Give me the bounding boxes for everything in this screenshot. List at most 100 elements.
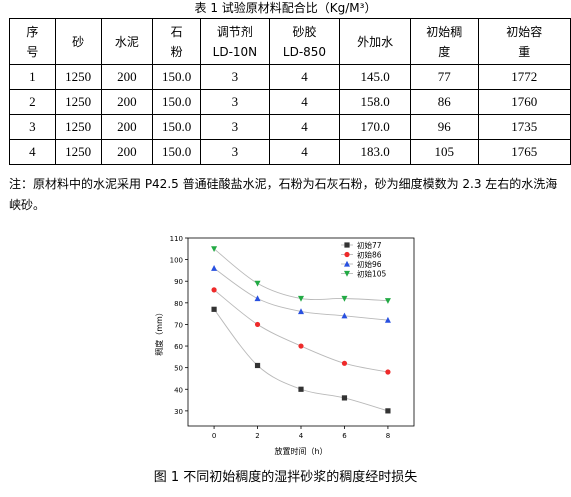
x-tick-label: 6 [342,432,347,440]
header-text: 砂胶 [292,24,317,39]
series-line [213,309,389,412]
figure-caption: 图 1 不同初始稠度的湿拌砂浆的稠度经时损失 [153,470,418,485]
table-cell: 4 [268,114,341,140]
chart-svg: 30 40 50 60 70 80 90 100 110 0 2 4 6 8 放置时间（h） 稠度（mm） 初始… [154,235,415,456]
header-text: 砂 [72,34,85,49]
header-cell: 序号 [9,18,56,65]
table-cell: 1735 [477,114,571,140]
table-cell: 150.0 [152,89,202,115]
table-body: 1 1250 200 150.0 3 4 145.0 77 1772 2 1250 200 150.0 3… [9,64,571,165]
header-cell: 砂胶 LD-850 [268,18,341,65]
table-cell: 4 [9,139,56,165]
data-point [385,408,391,414]
header-text: LD-10N [212,44,258,59]
header-text: 水泥 [114,34,139,49]
table-cell: 1250 [54,89,102,115]
data-point [341,395,348,401]
table-title: 表 1 试验原材料配合比（Kg/M³） [194,1,377,15]
data-point [211,287,217,293]
table-cell: 4 [268,139,341,165]
header-text: 初始稠 [426,24,463,39]
y-tick-label: 80 [174,300,183,308]
table-cell: 150.0 [152,139,202,165]
header-cell: 外加水 [339,18,411,65]
table-header-row: 序号 砂 水泥 石粉 调节剂 LD-10N 砂胶 LD-850 外加水 初始稠度 初… [9,18,571,65]
header-text: 序 [26,24,39,39]
table-cell: 86 [409,89,479,115]
header-cell: 石粉 [152,18,202,65]
header-text: 外加水 [357,34,394,49]
data-point [211,306,217,312]
header-cell: 初始稠度 [409,18,479,65]
table-cell: 3 [200,139,270,165]
table-cell: 3 [200,64,270,90]
table-cell: 170.0 [339,114,411,140]
table-cell: 200 [100,89,154,115]
data-point [341,295,348,302]
data-point [211,265,218,271]
header-text: 号 [26,44,39,59]
y-tick-label: 50 [174,365,183,373]
header-cell: 调节剂 LD-10N [200,18,270,65]
data-point [384,316,391,323]
series-line [213,289,389,373]
table-cell: 1765 [477,139,571,165]
header-text: 重 [518,44,531,59]
data-point [254,362,261,369]
header-cell: 初始容重 [477,18,571,65]
table-cell: 1250 [54,64,102,90]
table-row: 3 1250 200 150.0 3 4 170.0 96 1735 [9,114,571,140]
table-cell: 1760 [477,89,571,115]
table-cell: 1250 [54,114,102,140]
data-point [341,360,348,366]
table-cell: 200 [100,64,154,90]
table-cell: 200 [100,139,154,165]
table-cell: 3 [200,114,270,140]
data-point [211,246,218,253]
table-cell: 4 [268,64,341,90]
data-point [298,308,304,315]
legend-label: 初始96 [357,259,382,269]
legend-marker [344,242,350,248]
table-cell: 150.0 [152,114,202,140]
table-cell: 2 [9,89,56,115]
y-tick-label: 70 [174,321,183,329]
data-point [341,312,348,319]
table-cell: 183.0 [339,139,411,165]
header-text: LD-850 [282,44,327,59]
data-point [385,369,391,375]
data-point [298,386,304,392]
y-tick-label: 90 [174,278,183,286]
y-tick-label: 60 [174,343,183,351]
consistency-chart: 30 40 50 60 70 80 90 100 110 0 2 4 6 8 放置时间（h） 稠度（mm） 初始… [152,232,422,460]
y-tick-label: 40 [174,386,183,394]
legend-label: 初始105 [357,269,387,279]
table-cell: 77 [409,64,479,90]
y-tick-label: 110 [170,235,183,243]
data-point [254,280,261,287]
table-cell: 158.0 [339,89,411,115]
table-cell: 200 [100,114,154,140]
table-row: 2 1250 200 150.0 3 4 158.0 86 1760 [9,89,571,115]
x-tick-label: 4 [299,432,304,440]
legend-label: 初始86 [357,250,382,260]
table-row: 1 1250 200 150.0 3 4 145.0 77 1772 [9,64,571,90]
mix-proportion-table: 序号 砂 水泥 石粉 调节剂 LD-10N 砂胶 LD-850 外加水 初始稠度 初… [9,18,571,165]
x-tick-label: 8 [386,432,390,440]
legend-label: 初始77 [357,240,382,250]
y-axis-label: 稠度（mm） [154,308,164,356]
header-cell: 砂 [54,18,102,65]
x-tick-label: 0 [212,432,216,440]
header-text: 石 [170,24,183,39]
header-text: 粉 [170,44,183,59]
data-point [254,321,261,328]
table-cell: 96 [409,114,479,140]
x-tick-label: 2 [255,432,259,440]
legend-marker [344,251,350,258]
y-tick-label: 30 [174,408,183,416]
header-text: 度 [438,44,451,59]
data-point [384,298,391,304]
table-cell: 1250 [54,139,102,165]
legend-marker [344,260,350,267]
table-cell: 150.0 [152,64,202,90]
